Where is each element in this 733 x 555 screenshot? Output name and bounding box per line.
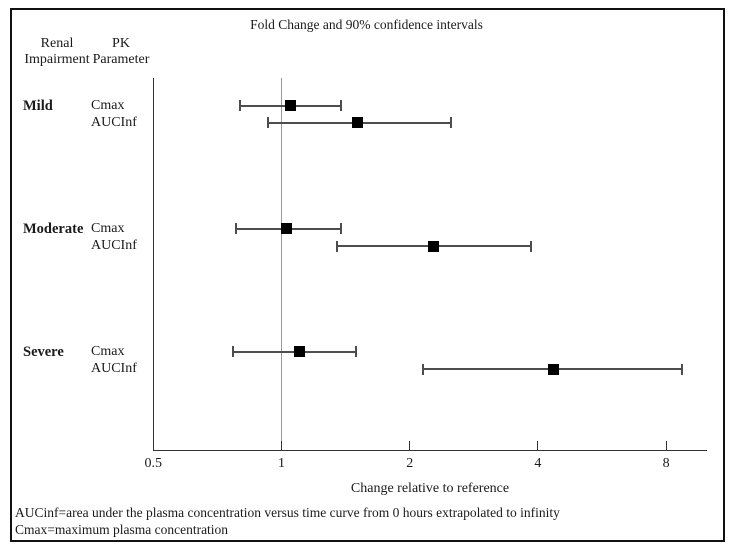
ci-cap-high: [529, 240, 532, 252]
chart-title: Fold Change and 90% confidence intervals: [250, 17, 483, 32]
ci-cap-low: [232, 346, 235, 358]
x-axis-tick: [537, 441, 539, 450]
ci-cap-low: [267, 117, 270, 129]
ci-cap-low: [422, 363, 425, 375]
group-label-moderate: Moderate: [23, 220, 84, 237]
ci-cap-high: [449, 117, 452, 129]
x-axis-tick: [409, 441, 411, 450]
x-axis-tick: [281, 441, 282, 450]
parameter-label: AUCInf: [91, 114, 137, 130]
group-label-mild: Mild: [23, 97, 53, 114]
parameter-label: AUCInf: [91, 238, 137, 253]
ci-cap-high: [340, 223, 343, 235]
footnote-cmax-definition: Cmax=maximum plasma concentration: [15, 522, 229, 537]
x-axis-tick: [665, 441, 667, 450]
estimate-marker: [281, 223, 293, 235]
x-axis-tick-label: 0.5: [144, 456, 163, 471]
figure-frame: [10, 8, 725, 542]
x-axis-tick-label: 4: [534, 456, 542, 471]
ci-cap-low: [336, 240, 338, 252]
x-axis-line: [153, 450, 707, 451]
y-axis-line: [152, 78, 154, 450]
ci-cap-high: [355, 346, 358, 358]
ci-cap-high: [680, 363, 683, 375]
x-axis-label: Change relative to reference: [350, 481, 510, 496]
footnote-aucinf-definition: AUCinf=area under the plasma concentrati…: [15, 505, 560, 520]
column-header-pk-line2: Parameter: [92, 52, 150, 67]
x-axis-tick-label: 8: [662, 456, 670, 471]
column-header-renal-line1: Renal: [40, 36, 74, 51]
estimate-marker: [285, 100, 297, 111]
column-header-pk-line1: PK: [112, 36, 130, 51]
reference-line: [281, 78, 282, 450]
estimate-marker: [547, 363, 559, 375]
ci-cap-low: [234, 223, 237, 235]
group-label-severe: Severe: [23, 343, 64, 360]
ci-cap-high: [340, 100, 343, 111]
parameter-label: Cmax: [91, 97, 125, 113]
column-header-renal-line2: Impairment: [24, 52, 90, 67]
x-axis-tick-label: 1: [278, 456, 285, 471]
column-header-pk-parameter: PK Parameter: [88, 36, 154, 68]
x-axis-tick: [152, 441, 154, 450]
estimate-marker: [352, 117, 364, 129]
ci-cap-low: [239, 100, 242, 111]
estimate-marker: [427, 240, 439, 252]
x-axis-tick-label: 2: [406, 456, 414, 471]
column-header-renal-impairment: Renal Impairment: [12, 36, 102, 68]
estimate-marker: [293, 346, 305, 358]
parameter-label: Cmax: [91, 343, 125, 359]
parameter-label: Cmax: [91, 220, 125, 236]
parameter-label: AUCInf: [91, 361, 137, 377]
